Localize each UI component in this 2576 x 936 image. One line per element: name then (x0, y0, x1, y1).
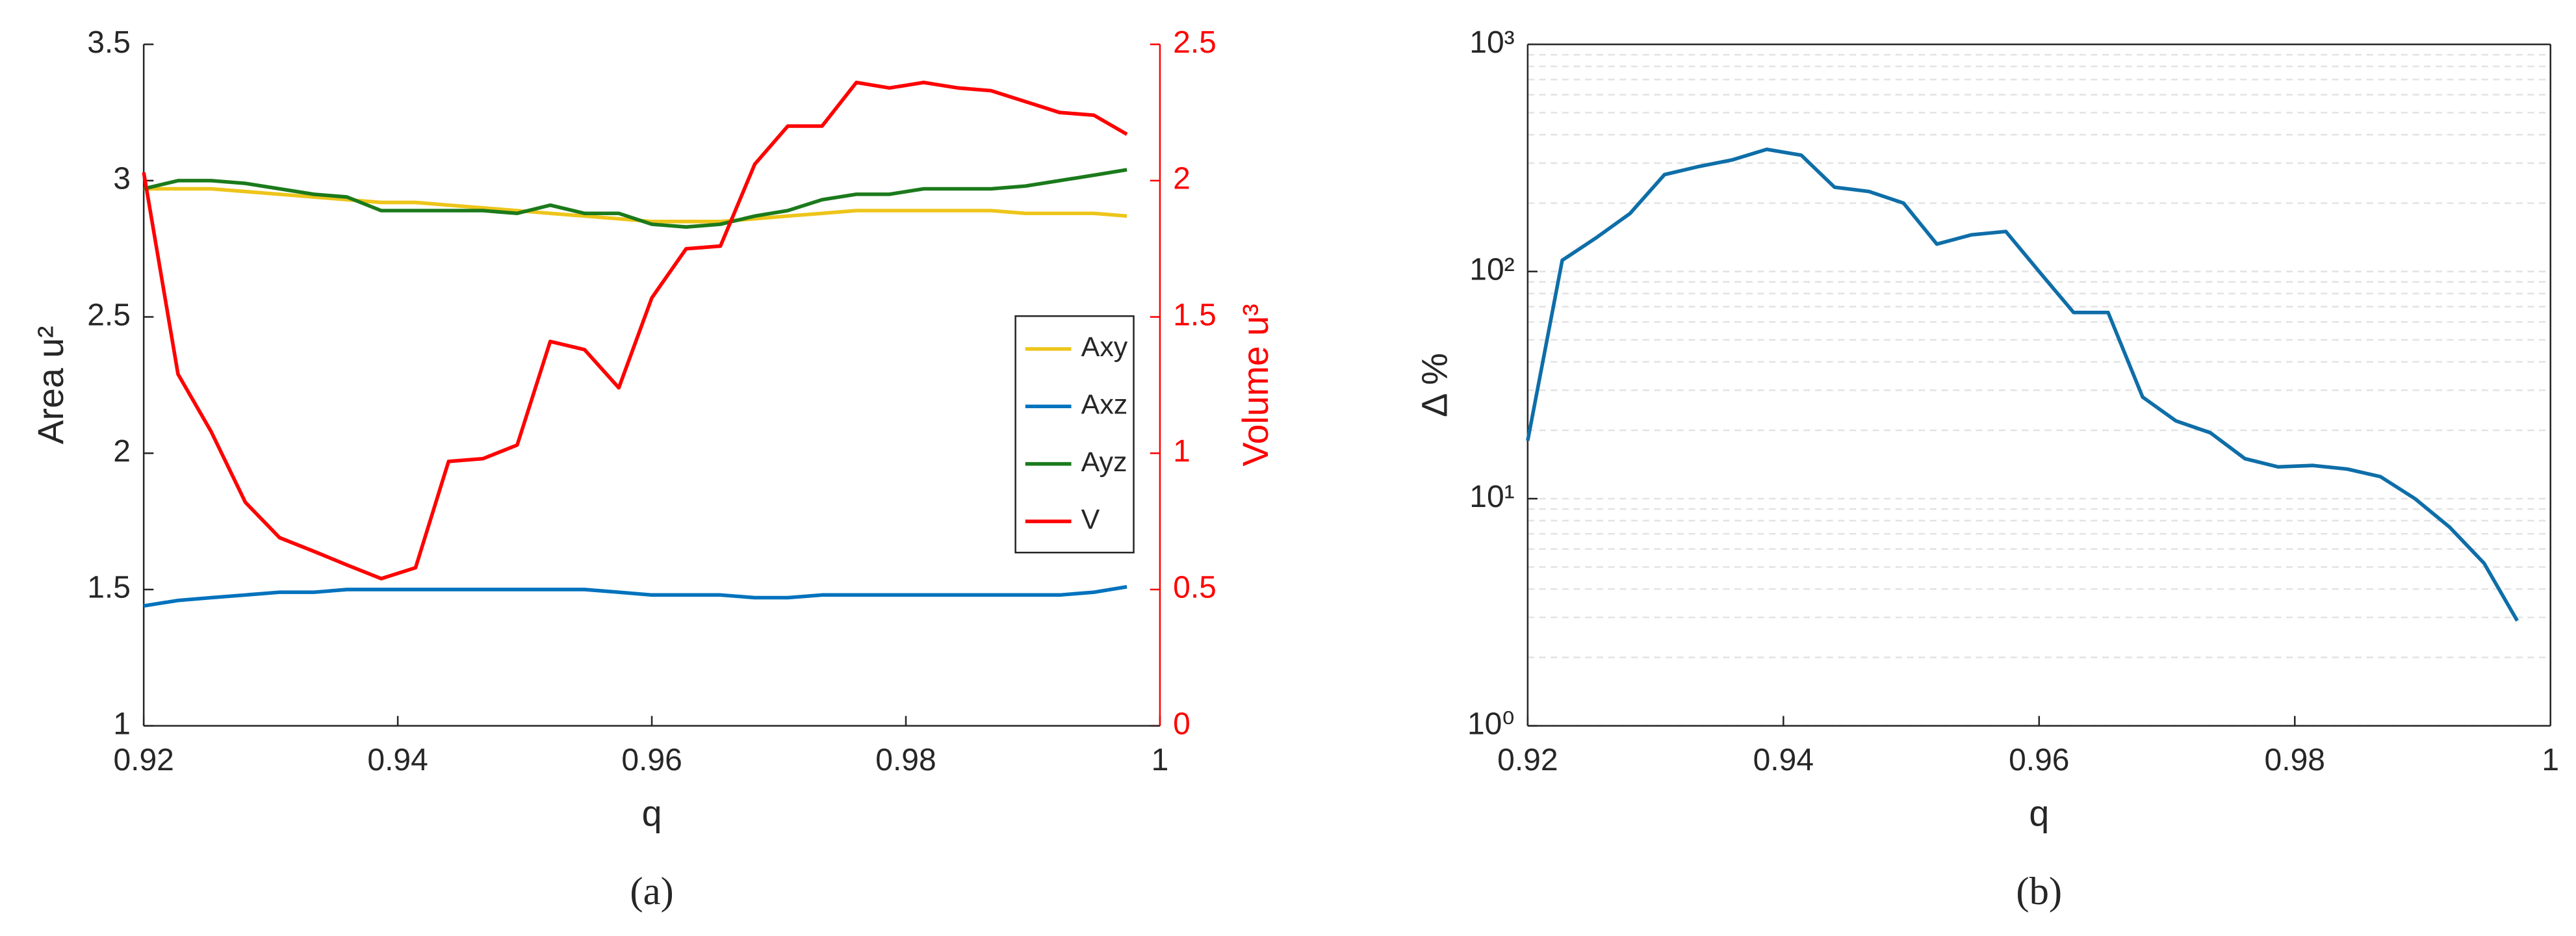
data-line (144, 187, 1127, 224)
y-tick-label: 1 (113, 707, 131, 741)
y-tick-label: 3 (113, 162, 131, 196)
data-line (143, 585, 1127, 608)
x-tick-label: 0.92 (1497, 743, 1558, 777)
y2-tick-label: 1 (1173, 434, 1191, 469)
legend-label: Axy (1081, 332, 1128, 363)
y-tick-label: 10³ (1469, 25, 1514, 60)
x-tick-label: 0.96 (621, 743, 682, 777)
data-line (143, 168, 1127, 229)
caption: (a) (630, 870, 673, 913)
x-tick-label: 1 (2542, 743, 2559, 777)
y-tick-label: 10¹ (1469, 480, 1514, 514)
x-tick-label: 0.94 (367, 743, 428, 777)
x-tick-label: 0.98 (875, 743, 936, 777)
y2-tick-label: 2 (1173, 162, 1191, 196)
y2-tick-label: 0.5 (1173, 571, 1217, 605)
y-tick-label: 10² (1469, 252, 1514, 287)
x-tick-label: 0.92 (113, 743, 174, 777)
y2-tick-label: 2.5 (1173, 25, 1217, 60)
legend-label: Ayz (1081, 447, 1127, 478)
data-line (1526, 147, 2519, 622)
x-tick-label: 0.94 (1753, 743, 1814, 777)
y-tick-label: 1.5 (87, 571, 131, 605)
legend-box (1014, 315, 1135, 554)
x-tick-label: 0.96 (2009, 743, 2069, 777)
x-axis-label: q (2029, 793, 2049, 833)
y-tick-label: 2 (113, 434, 131, 469)
y-tick-label: 2.5 (87, 298, 131, 332)
y-axis-label: Δ % (1415, 353, 1455, 417)
y-axis-label: Area u² (31, 326, 71, 444)
y2-tick-label: 1.5 (1173, 298, 1217, 332)
x-tick-label: 0.98 (2265, 743, 2325, 777)
legend-label: Axz (1081, 389, 1128, 421)
y2-axis-label: Volume u³ (1235, 304, 1276, 466)
y2-tick-label: 0 (1173, 707, 1191, 741)
y-tick-label: 10⁰ (1467, 707, 1515, 741)
y-tick-label: 3.5 (87, 25, 131, 60)
x-tick-label: 1 (1152, 743, 1169, 777)
caption: (b) (2016, 870, 2062, 913)
x-axis-label: q (642, 793, 662, 833)
data-line (142, 81, 1128, 580)
legend-label: V (1081, 504, 1100, 535)
